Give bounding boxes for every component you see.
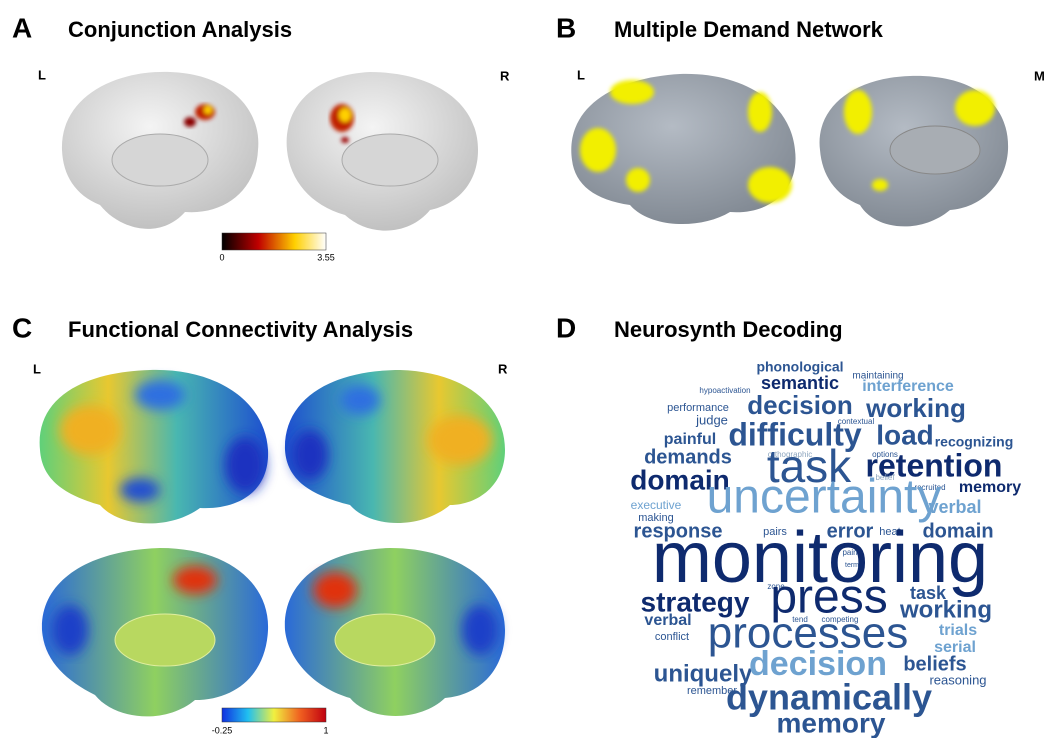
panel-title: Neurosynth Decoding [614,317,843,342]
colorbar [222,233,326,250]
cloud-word: trials [939,622,977,639]
side-label: R [500,68,510,83]
cloud-word: uncertainty [707,471,942,524]
cloud-word: verbal [928,497,981,517]
colorbar [222,708,326,722]
cloud-word: executive [631,498,682,512]
brain-c-medial-left [42,548,268,716]
brain-c-lateral-left [40,370,268,524]
brain-c-medial-right [285,548,505,716]
panel-title: Functional Connectivity Analysis [68,317,413,342]
brain-b-medial [820,76,1009,227]
cloud-word: load [876,419,934,450]
panel-title: Multiple Demand Network [614,17,884,42]
panel-letter: B [556,12,576,43]
brain-c-lateral-right [285,370,505,523]
cloud-word: pain [842,548,857,557]
panel-letter: A [12,12,32,43]
side-label: L [577,67,585,82]
side-label: L [33,361,41,376]
cloud-word: term [845,562,859,569]
cloud-word: memory [777,707,886,738]
colorbar-max: 3.55 [317,252,335,262]
cloud-word: reasoning [929,672,986,687]
colorbar-min: 0 [219,252,224,262]
side-label: M [1034,68,1045,83]
colorbar-max: 1 [323,725,328,735]
brain-a-right [287,72,478,231]
brain-a-left [62,72,258,229]
cloud-word: working [899,596,992,623]
cloud-word: conflict [655,631,689,643]
side-label: R [498,361,508,376]
colorbar-min: -0.25 [212,725,233,735]
cloud-word: hypoactivation [699,386,750,395]
figure: A Conjunction Analysis L R 0 3.55 B Mult… [0,0,1047,738]
panel-letter: C [12,312,32,343]
brain-b-lateral [571,74,795,224]
cloud-word: verbal [644,612,691,629]
cloud-word: decision [747,390,852,420]
cloud-word: working [865,393,966,423]
cloud-word: judge [695,412,728,427]
side-label: L [38,67,46,82]
panel-title: Conjunction Analysis [68,17,292,42]
panel-letter: D [556,312,576,343]
cloud-word: memory [959,479,1021,496]
